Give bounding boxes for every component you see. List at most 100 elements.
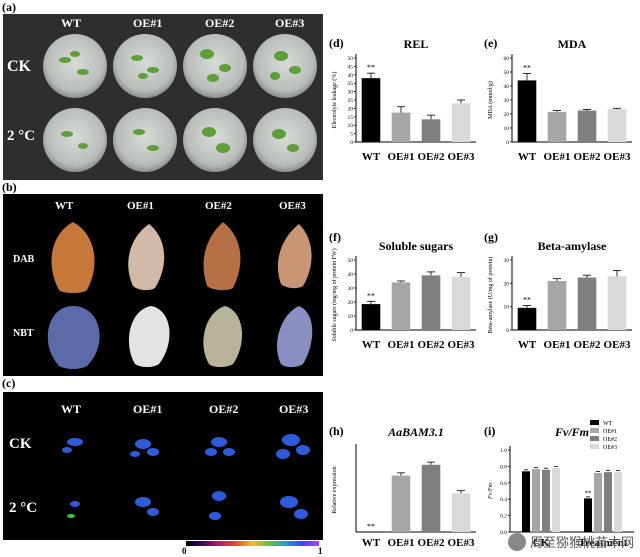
legend-entry: OE#3 bbox=[603, 445, 617, 451]
bar bbox=[451, 103, 471, 142]
y-axis-label: Beta-amylase (U/mg of protein) bbox=[487, 257, 494, 334]
x-tick-label: OE#1 bbox=[544, 151, 571, 163]
y-tick-label: 50 bbox=[348, 56, 354, 62]
watermark: 周至猕猴桃苗木网 bbox=[507, 532, 634, 551]
petri-dish bbox=[253, 34, 317, 98]
genotype-label: OE#2 bbox=[209, 402, 239, 416]
chart-fvfm: Fv/Fm Fv/Fm 0.0 0.2 0.4 0.6 0.8 1.0 CK ** Treatmen… bbox=[488, 420, 634, 549]
y-tick-label: 0 bbox=[350, 328, 353, 334]
y-tick-label: 0.4 bbox=[500, 497, 507, 503]
genotype-label: OE#2 bbox=[205, 16, 235, 30]
colorbar-min-label: 0 bbox=[182, 546, 187, 556]
x-tick-label: OE#2 bbox=[418, 339, 445, 351]
x-tick-label: OE#3 bbox=[448, 339, 475, 351]
bar bbox=[361, 304, 381, 330]
x-tick-label: OE#3 bbox=[604, 339, 631, 351]
bar bbox=[607, 276, 627, 330]
legend-entry: OE#1 bbox=[603, 429, 617, 435]
y-tick-label: 0 bbox=[506, 328, 509, 334]
row-label-dab: DAB bbox=[13, 254, 35, 265]
panel-letter-g: (g) bbox=[484, 230, 498, 244]
x-tick-label: OE#1 bbox=[388, 537, 415, 549]
y-axis-label: Fv/Fm bbox=[488, 482, 494, 500]
panel-a-photo: WT OE#1 OE#2 OE#3 CK 2 °C bbox=[3, 14, 323, 180]
genotype-label: OE#1 bbox=[127, 200, 154, 212]
y-tick-label: 40 bbox=[348, 73, 354, 79]
y-tick-label: 15 bbox=[348, 115, 354, 121]
petri-dish bbox=[183, 34, 247, 98]
nbt-leaves bbox=[47, 306, 313, 369]
legend-swatch bbox=[590, 436, 599, 441]
dab-leaves bbox=[51, 222, 312, 293]
x-tick-label: WT bbox=[518, 151, 537, 163]
panel-b-photo: WT OE#1 OE#2 OE#3 DAB NBT bbox=[3, 194, 323, 376]
significance-label: ** bbox=[523, 63, 531, 72]
panel-letter-c: (c) bbox=[2, 376, 16, 390]
y-tick-label: 25 bbox=[348, 98, 354, 104]
petri-dish bbox=[113, 108, 177, 172]
chart-title: MDA bbox=[558, 37, 587, 51]
chart-rel: REL Electrolyte leakage (%) 0 5 10 15 20 25 30 35… bbox=[331, 37, 476, 163]
y-tick-label: 0.8 bbox=[500, 464, 507, 470]
y-tick-label: 10 bbox=[348, 123, 354, 129]
y-tick-label: 30 bbox=[348, 90, 354, 96]
x-tick-label: OE#1 bbox=[388, 339, 415, 351]
panel-letter-h: (h) bbox=[329, 424, 344, 438]
significance-label: ** bbox=[523, 296, 531, 305]
legend-swatch bbox=[590, 428, 599, 433]
genotype-label: OE#3 bbox=[275, 16, 305, 30]
row-label-ck: CK bbox=[7, 58, 31, 75]
watermark-text: 周至猕猴桃苗木网 bbox=[529, 535, 634, 550]
watermark-logo-icon bbox=[507, 532, 526, 551]
genotype-label: OE#1 bbox=[133, 402, 163, 416]
petri-dish bbox=[113, 34, 177, 98]
y-tick-label: 60 bbox=[504, 56, 510, 62]
y-tick-label: 1.0 bbox=[500, 448, 507, 454]
y-tick-label: 45 bbox=[348, 64, 354, 70]
y-tick-label: 20 bbox=[348, 300, 354, 306]
y-tick-label: 0.6 bbox=[500, 481, 507, 487]
x-tick-label: OE#1 bbox=[388, 151, 415, 163]
bar bbox=[547, 281, 567, 330]
y-axis-label: Soluble sugars (mg/mg of protein FW) bbox=[331, 248, 338, 341]
petri-dish bbox=[183, 108, 247, 172]
chart-title: Soluble sugars bbox=[379, 239, 454, 253]
bar bbox=[451, 493, 471, 532]
legend-swatch bbox=[590, 444, 599, 449]
bar bbox=[547, 111, 567, 142]
panel-letter-b: (b) bbox=[2, 180, 17, 194]
y-tick-label: 30 bbox=[504, 258, 510, 264]
x-tick-label: WT bbox=[518, 339, 537, 351]
bar bbox=[451, 276, 471, 330]
panel-letter-f: (f) bbox=[329, 230, 341, 244]
y-tick-label: 40 bbox=[504, 84, 510, 90]
x-tick-label: CK bbox=[533, 537, 550, 549]
y-tick-label: 20 bbox=[504, 281, 510, 287]
y-tick-label: 10 bbox=[504, 305, 510, 311]
significance-label: ** bbox=[367, 63, 375, 72]
bar bbox=[614, 472, 622, 532]
colorbar-max-label: 1 bbox=[318, 546, 323, 556]
x-tick-label: OE#3 bbox=[448, 151, 475, 163]
chart-title: Fv/Fm bbox=[554, 425, 589, 439]
petri-dishes bbox=[43, 34, 317, 172]
panel-letter-i: (i) bbox=[484, 424, 496, 438]
chart-title: Beta-amylase bbox=[538, 239, 607, 253]
panel-letter-e: (e) bbox=[484, 36, 498, 50]
y-tick-label: 0.2 bbox=[500, 514, 507, 520]
bar bbox=[421, 275, 441, 330]
petri-dish bbox=[43, 34, 107, 98]
y-tick-label: 35 bbox=[348, 81, 354, 87]
y-tick-label: 10 bbox=[504, 126, 510, 132]
genotype-label: WT bbox=[55, 200, 74, 212]
bar bbox=[517, 80, 537, 142]
x-tick-label: OE#1 bbox=[544, 339, 571, 351]
genotype-label: OE#3 bbox=[279, 402, 309, 416]
bar bbox=[604, 472, 612, 532]
bar bbox=[594, 472, 602, 532]
x-tick-label: WT bbox=[362, 537, 381, 549]
bar bbox=[552, 468, 560, 532]
row-label-cold: 2 °C bbox=[9, 500, 38, 516]
y-tick-label: 20 bbox=[504, 112, 510, 118]
genotype-label: OE#3 bbox=[279, 200, 306, 212]
